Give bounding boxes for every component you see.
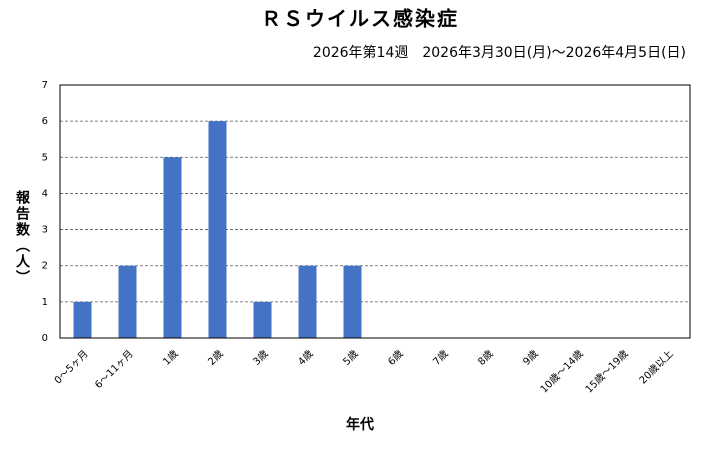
bar — [118, 265, 137, 338]
y-tick-label: 5 — [42, 152, 48, 163]
y-tick-label: 6 — [42, 116, 48, 127]
chart-title: ＲＳウイルス感染症 — [261, 7, 459, 31]
chart-subtitle: 2026年第14週 2026年3月30日(月)～2026年4月5日(日) — [313, 44, 686, 61]
bar — [73, 301, 92, 338]
y-tick-label: 7 — [42, 80, 48, 91]
y-tick-label: 4 — [42, 188, 48, 199]
y-tick-label: 3 — [42, 225, 48, 236]
bar — [208, 121, 227, 339]
bar — [163, 157, 182, 338]
bar — [253, 301, 272, 338]
bar — [343, 265, 362, 338]
bar — [298, 265, 317, 338]
x-axis-label: 年代 — [346, 416, 374, 433]
y-tick-label: 0 — [42, 333, 48, 344]
y-tick-label: 2 — [42, 261, 48, 272]
y-tick-label: 1 — [42, 297, 48, 308]
plot-frame — [59, 84, 691, 339]
y-axis-label: 報告数（人） — [14, 189, 31, 286]
